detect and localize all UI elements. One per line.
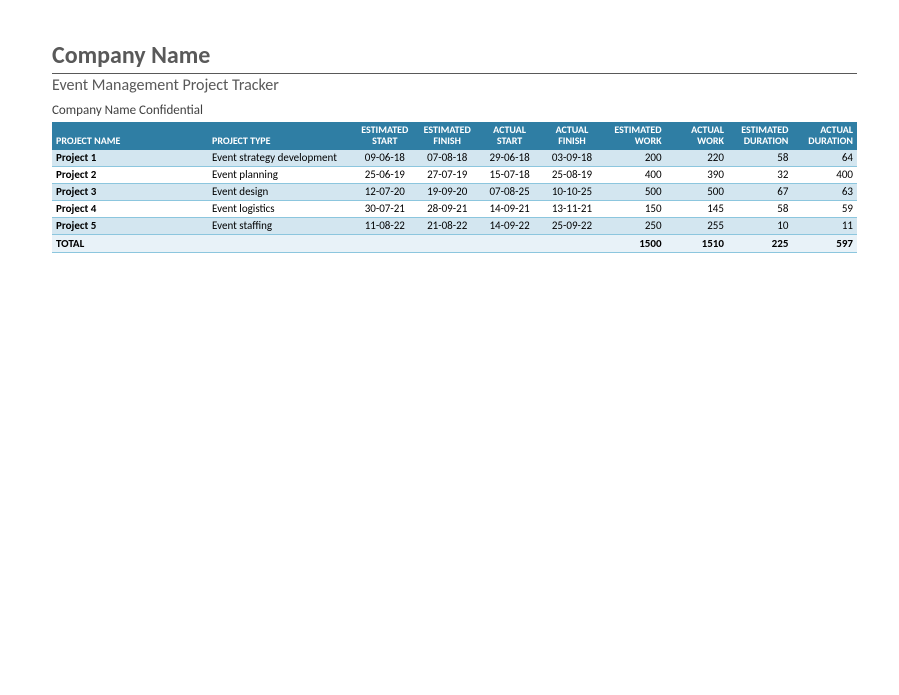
total-act-dur: 597 xyxy=(792,234,857,252)
total-act-work: 1510 xyxy=(666,234,728,252)
cell-act-start: 07-08-25 xyxy=(478,183,540,200)
col-project-type: PROJECT TYPE xyxy=(208,122,354,150)
cell-project-type: Event strategy development xyxy=(208,149,354,166)
cell-act-start: 15-07-18 xyxy=(478,166,540,183)
cell-est-work: 400 xyxy=(603,166,665,183)
confidential-note: Company Name Confidential xyxy=(52,103,857,118)
col-act-dur: ACTUALDURATION xyxy=(792,122,857,150)
cell-est-finish: 27-07-19 xyxy=(416,166,478,183)
col-act-work: ACTUALWORK xyxy=(666,122,728,150)
cell-act-start: 14-09-22 xyxy=(478,217,540,234)
cell-est-dur: 32 xyxy=(728,166,792,183)
cell-est-start: 30-07-21 xyxy=(354,200,416,217)
cell-est-finish: 21-08-22 xyxy=(416,217,478,234)
cell-act-dur: 63 xyxy=(792,183,857,200)
cell-act-work: 145 xyxy=(666,200,728,217)
table-header: PROJECT NAME PROJECT TYPE ESTIMATEDSTART… xyxy=(52,122,857,150)
cell-act-start: 14-09-21 xyxy=(478,200,540,217)
table-row: Project 4Event logistics30-07-2128-09-21… xyxy=(52,200,857,217)
table-footer: TOTAL 1500 1510 225 597 xyxy=(52,234,857,252)
col-est-dur: ESTIMATEDDURATION xyxy=(728,122,792,150)
cell-est-start: 09-06-18 xyxy=(354,149,416,166)
table-row: Project 3Event design12-07-2019-09-2007-… xyxy=(52,183,857,200)
company-name: Company Name xyxy=(52,42,857,71)
cell-act-finish: 25-09-22 xyxy=(541,217,603,234)
cell-est-start: 25-06-19 xyxy=(354,166,416,183)
table-row: Project 1Event strategy development09-06… xyxy=(52,149,857,166)
cell-act-work: 390 xyxy=(666,166,728,183)
cell-act-finish: 03-09-18 xyxy=(541,149,603,166)
cell-project-type: Event staffing xyxy=(208,217,354,234)
cell-est-dur: 58 xyxy=(728,149,792,166)
cell-project-name: Project 5 xyxy=(52,217,208,234)
project-tracker-table: PROJECT NAME PROJECT TYPE ESTIMATEDSTART… xyxy=(52,122,857,253)
cell-est-work: 150 xyxy=(603,200,665,217)
cell-est-start: 12-07-20 xyxy=(354,183,416,200)
cell-act-finish: 10-10-25 xyxy=(541,183,603,200)
col-project-name: PROJECT NAME xyxy=(52,122,208,150)
cell-act-start: 29-06-18 xyxy=(478,149,540,166)
col-est-work: ESTIMATEDWORK xyxy=(603,122,665,150)
page-subtitle: Event Management Project Tracker xyxy=(52,76,857,95)
col-act-start: ACTUALSTART xyxy=(478,122,540,150)
total-label: TOTAL xyxy=(52,234,603,252)
cell-est-work: 250 xyxy=(603,217,665,234)
cell-est-dur: 58 xyxy=(728,200,792,217)
cell-est-dur: 67 xyxy=(728,183,792,200)
cell-est-dur: 10 xyxy=(728,217,792,234)
col-act-finish: ACTUALFINISH xyxy=(541,122,603,150)
cell-act-dur: 11 xyxy=(792,217,857,234)
cell-est-work: 500 xyxy=(603,183,665,200)
cell-act-dur: 64 xyxy=(792,149,857,166)
cell-est-start: 11-08-22 xyxy=(354,217,416,234)
cell-est-finish: 28-09-21 xyxy=(416,200,478,217)
cell-act-work: 255 xyxy=(666,217,728,234)
cell-est-finish: 19-09-20 xyxy=(416,183,478,200)
cell-project-name: Project 2 xyxy=(52,166,208,183)
table-row: Project 5Event staffing11-08-2221-08-221… xyxy=(52,217,857,234)
cell-act-dur: 59 xyxy=(792,200,857,217)
total-est-work: 1500 xyxy=(603,234,665,252)
cell-project-name: Project 3 xyxy=(52,183,208,200)
cell-project-type: Event design xyxy=(208,183,354,200)
cell-act-finish: 25-08-19 xyxy=(541,166,603,183)
cell-project-type: Event planning xyxy=(208,166,354,183)
cell-act-finish: 13-11-21 xyxy=(541,200,603,217)
table-body: Project 1Event strategy development09-06… xyxy=(52,149,857,234)
divider xyxy=(52,73,857,74)
cell-est-work: 200 xyxy=(603,149,665,166)
col-est-finish: ESTIMATEDFINISH xyxy=(416,122,478,150)
col-est-start: ESTIMATEDSTART xyxy=(354,122,416,150)
cell-project-name: Project 1 xyxy=(52,149,208,166)
cell-act-work: 500 xyxy=(666,183,728,200)
cell-est-finish: 07-08-18 xyxy=(416,149,478,166)
table-row: Project 2Event planning25-06-1927-07-191… xyxy=(52,166,857,183)
total-est-dur: 225 xyxy=(728,234,792,252)
cell-act-work: 220 xyxy=(666,149,728,166)
cell-project-name: Project 4 xyxy=(52,200,208,217)
cell-act-dur: 400 xyxy=(792,166,857,183)
cell-project-type: Event logistics xyxy=(208,200,354,217)
